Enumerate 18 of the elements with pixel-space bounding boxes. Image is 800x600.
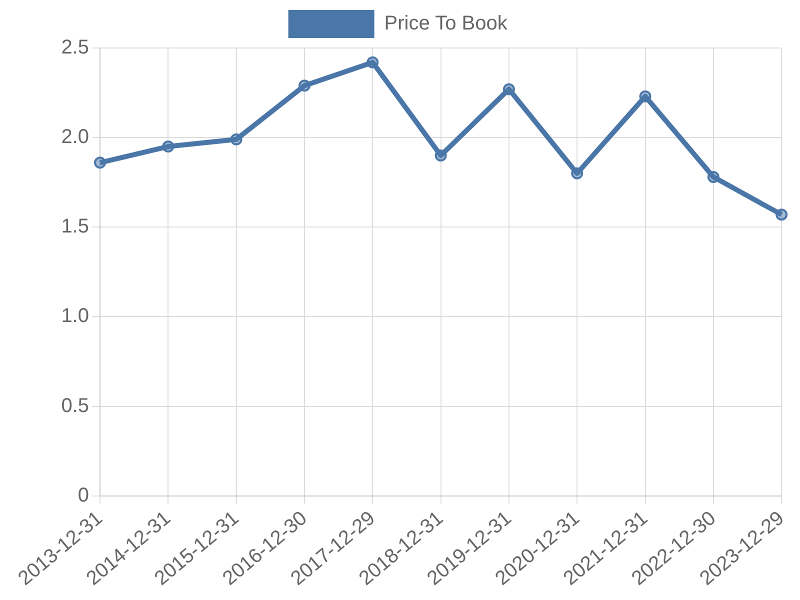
y-tick-label: 2.5 bbox=[61, 36, 89, 59]
point bbox=[776, 208, 788, 221]
y-tick-label: 0 bbox=[78, 484, 89, 506]
y-tick-label: 0.5 bbox=[61, 394, 89, 417]
y-tick-label: 2.0 bbox=[61, 126, 89, 148]
point bbox=[366, 56, 379, 68]
point bbox=[230, 133, 242, 146]
point bbox=[502, 83, 515, 96]
legend-label: Price To Book bbox=[384, 12, 508, 35]
point bbox=[639, 90, 652, 102]
point bbox=[162, 140, 174, 153]
point bbox=[298, 80, 310, 92]
point bbox=[571, 167, 584, 180]
y-tick-label: 1.0 bbox=[61, 305, 89, 328]
point bbox=[434, 149, 447, 162]
point bbox=[94, 156, 106, 169]
point bbox=[707, 170, 720, 183]
y-tick-label: 1.5 bbox=[61, 216, 89, 238]
